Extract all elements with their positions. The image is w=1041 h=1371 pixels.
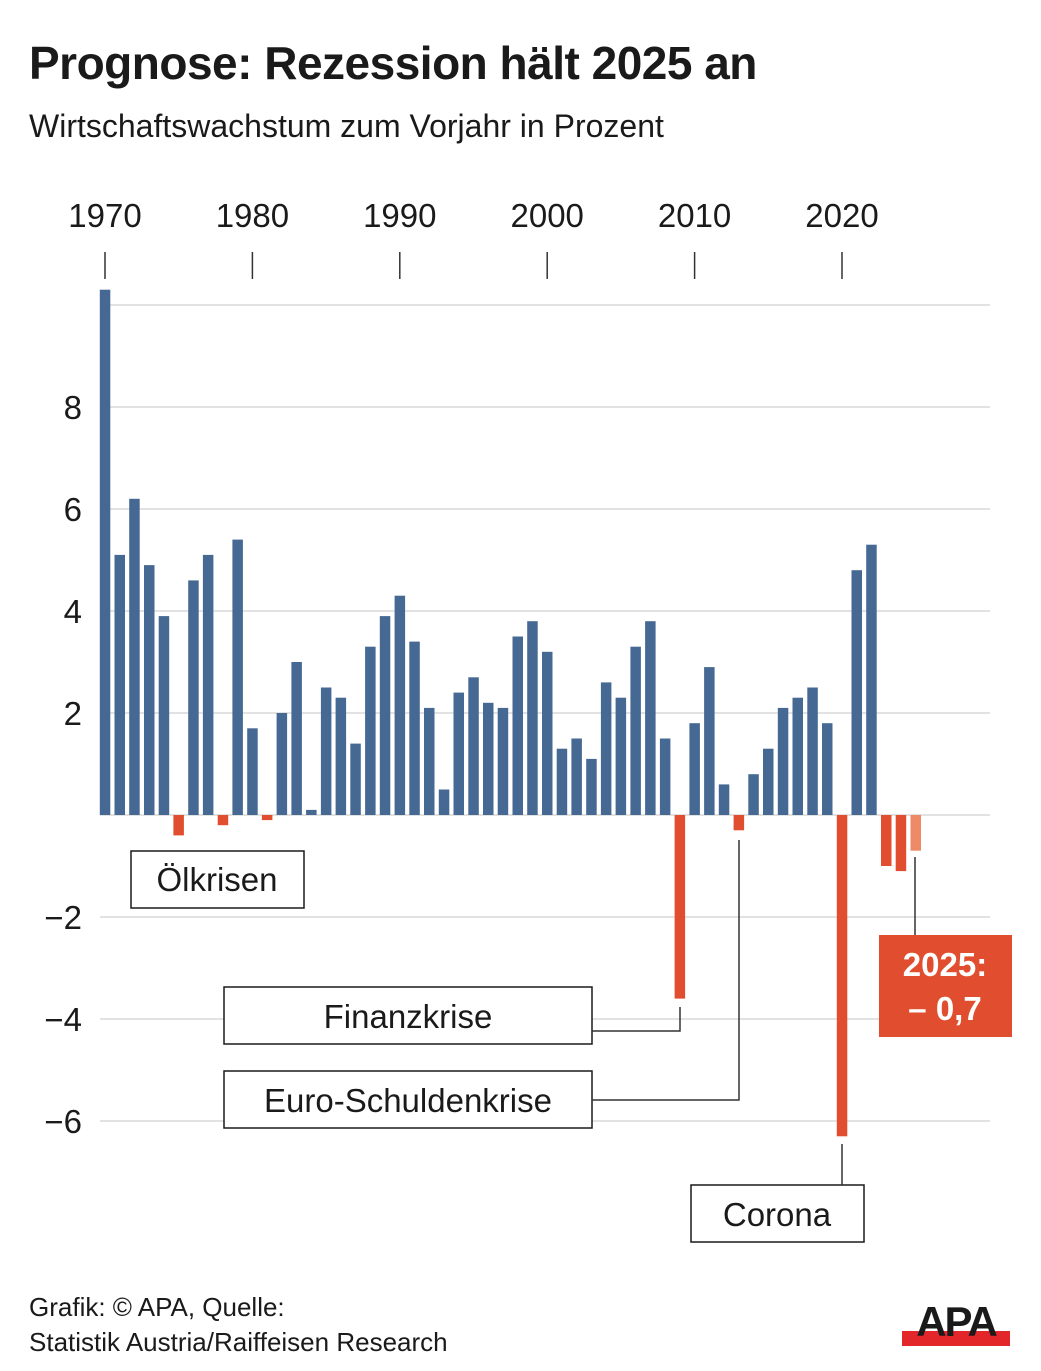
bar-1980 [247,728,258,815]
x-tick-label: 1980 [216,197,289,234]
bar-2009 [674,815,686,999]
bar-2011 [704,667,715,815]
x-tick-label: 2020 [805,197,878,234]
annotation-finanzkrise: Finanzkrise [324,998,493,1035]
annotation-box-oelkrisen [130,850,305,909]
bar-2005 [615,697,627,815]
bars [99,289,921,1137]
bar-2001 [556,748,568,815]
bar-2024 [895,815,907,872]
bar-2007 [645,621,656,815]
chart-subtitle: Wirtschaftswachstum zum Vorjahr in Proze… [29,108,664,144]
y-tick-label: 8 [64,389,82,426]
bar-2004 [600,682,612,815]
bar-2000 [542,651,553,815]
apa-logo: APA [902,1298,1010,1346]
annotation-corona: Corona [723,1196,832,1233]
bar-2003 [586,758,597,815]
bar-2022 [866,544,877,815]
y-tick-label: 6 [64,491,82,528]
bar-2023 [881,815,892,866]
callout-2025-value: – 0,7 [908,990,981,1027]
bar-1979 [232,539,243,815]
y-tick-label: 2 [64,695,82,732]
bar-1977 [202,554,214,815]
bar-1983 [291,662,302,815]
annotation-box-euro [223,1070,593,1129]
bar-1995 [468,677,479,815]
bar-1976 [188,580,199,815]
bar-2021 [851,570,862,815]
logo-text: APA [916,1298,997,1345]
x-tick-label: 1970 [68,197,141,234]
bar-1982 [276,713,288,815]
bar-1981 [261,815,273,821]
bar-1992 [424,707,435,815]
bar-2002 [571,738,582,815]
y-axis-labels: 8 6 4 2 −2 −4 −6 [44,389,82,1140]
bar-2017 [792,697,803,815]
bar-2008 [659,738,671,815]
bar-2010 [689,723,700,815]
callout-2025-box [879,935,1012,1037]
bar-2020 [836,815,848,1137]
y-tick-label: −2 [44,899,82,936]
bar-1998 [512,636,523,815]
leader-line-euro [592,840,740,1101]
bar-2019 [822,723,833,815]
bar-1974 [158,616,170,815]
annotations: Ölkrisen Finanzkrise Euro-Schuldenkrise … [130,840,1012,1243]
bar-1986 [335,697,347,815]
bar-1973 [144,565,155,815]
x-axis-labels: 1970 1980 1990 2000 2010 2020 [68,197,879,279]
bar-2025 [910,815,921,851]
bar-1997 [497,707,509,815]
bar-1988 [365,646,376,815]
y-tick-label: −6 [44,1103,82,1140]
chart-title: Prognose: Rezession hält 2025 an [29,37,757,89]
bar-2006 [630,646,641,815]
bar-2016 [777,707,789,815]
bar-1987 [350,743,361,815]
bar-1984 [306,809,317,815]
bar-2015 [763,748,774,815]
bar-1996 [483,702,494,815]
x-tick-label: 2000 [510,197,583,234]
bar-1989 [379,616,391,815]
bar-2012 [718,784,730,815]
bar-1971 [114,554,125,815]
bar-1970 [99,289,111,815]
bar-1978 [217,815,229,826]
bar-chart: 8 6 4 2 −2 −4 −6 1970 1980 1990 2000 2010 2020 Ölkr… [44,197,1012,1243]
source-line-1: Grafik: © APA, Quelle: [29,1292,285,1322]
x-tick-label: 2010 [658,197,731,234]
annotation-box-corona [690,1184,865,1243]
x-tick-label: 1990 [363,197,436,234]
bar-1991 [409,641,420,815]
annotation-oelkrisen: Ölkrisen [156,861,277,898]
bar-1990 [394,595,406,815]
bar-1972 [129,498,140,815]
bar-1994 [453,692,464,815]
leader-line-finanzkrise [592,1007,681,1032]
callout-2025-year: 2025: [903,946,987,983]
y-tick-label: −4 [44,1001,82,1038]
bar-1975 [173,815,184,836]
bar-1993 [438,789,450,815]
bar-2018 [807,687,818,815]
bar-1999 [527,621,538,815]
y-tick-label: 4 [64,593,82,630]
annotation-box-finanzkrise [223,986,593,1045]
bar-2013 [733,815,745,831]
logo-red-bar [902,1331,1010,1346]
source-note: Grafik: © APA, Quelle: Statistik Austria… [29,1290,448,1360]
source-line-2: Statistik Austria/Raiffeisen Research [29,1327,448,1357]
bar-2014 [748,774,759,815]
bar-1985 [320,687,332,815]
annotation-euro-schuldenkrise: Euro-Schuldenkrise [264,1082,552,1119]
